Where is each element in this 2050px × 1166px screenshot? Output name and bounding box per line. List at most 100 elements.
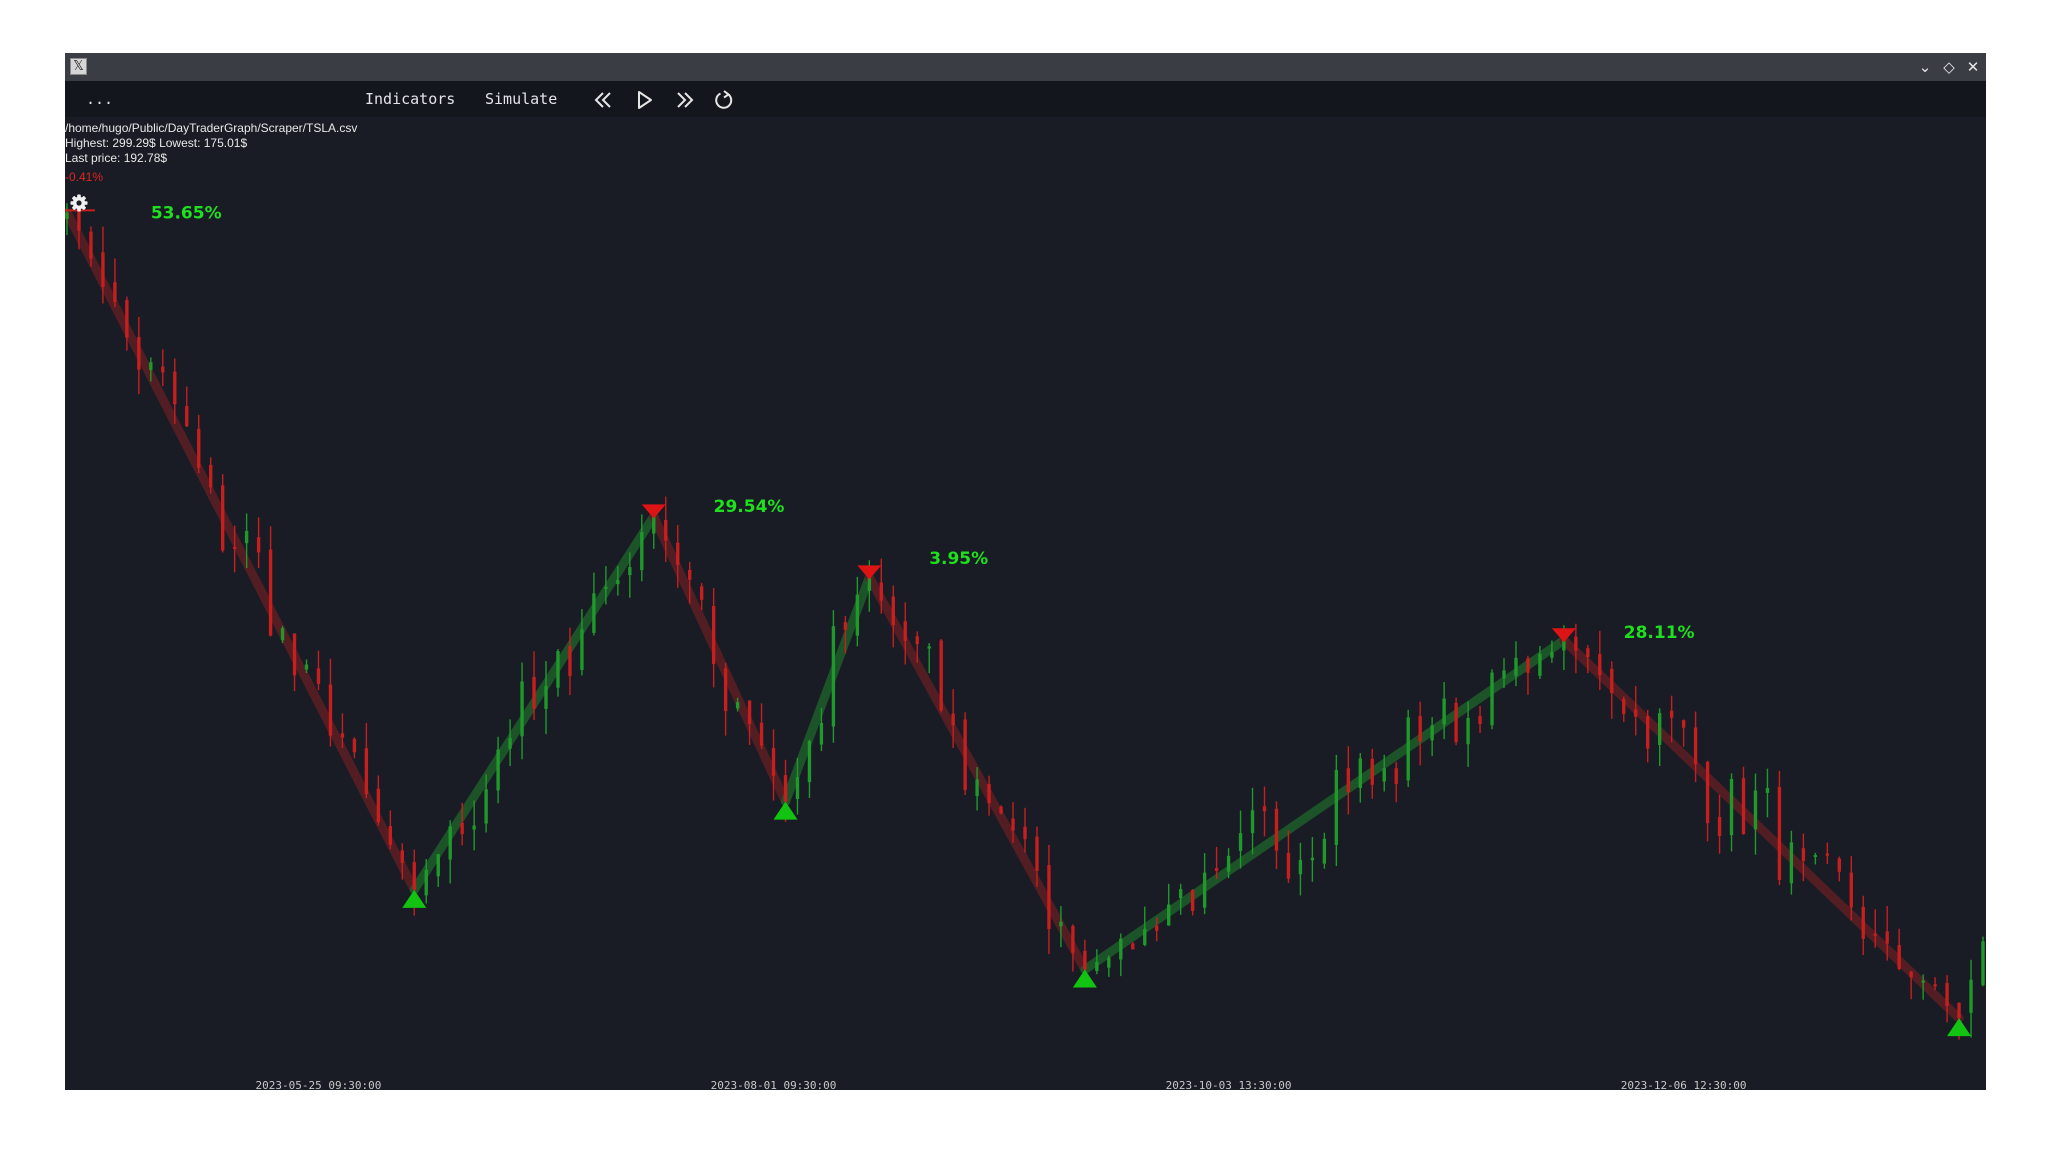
candle-body	[1885, 931, 1889, 944]
x-app-icon: 𝕏	[70, 58, 87, 75]
candle-body	[1490, 672, 1494, 726]
menu-bar: ... Indicators Simulate	[65, 81, 1986, 117]
candle-body	[855, 594, 860, 636]
candle-body	[556, 651, 560, 688]
candle-body	[1777, 787, 1782, 880]
candle-body	[1945, 983, 1949, 1007]
candle-body	[1574, 636, 1578, 651]
candle-body	[975, 779, 979, 796]
date-axis-label: 2023-08-01 09:30:00	[711, 1079, 837, 1090]
candle-body	[1167, 904, 1171, 926]
candle-body	[735, 702, 740, 709]
candle-body	[1274, 808, 1279, 851]
candle-body	[1634, 709, 1638, 717]
candle-body	[939, 640, 943, 711]
rewind-button[interactable]	[591, 87, 617, 113]
indicators-menu[interactable]: Indicators	[365, 90, 456, 108]
candle-body	[436, 854, 440, 877]
candle-body	[1717, 816, 1722, 837]
candle-body	[1394, 768, 1398, 784]
candle-body	[927, 646, 931, 649]
candle-body	[1406, 717, 1410, 781]
candle-body	[1873, 933, 1877, 936]
candle-body	[1418, 716, 1422, 742]
candle-body	[424, 869, 428, 896]
candle-body	[1023, 826, 1027, 840]
candle-body	[484, 789, 488, 824]
overflow-menu-button[interactable]: ...	[86, 90, 114, 108]
candle-body	[1202, 872, 1207, 908]
candle-body	[1550, 651, 1554, 658]
sell-triangle-marker	[1551, 628, 1576, 643]
candle-body	[951, 713, 955, 726]
close-button[interactable]: ✕	[1966, 58, 1980, 76]
candle-body	[1178, 889, 1183, 899]
candle-body	[1250, 810, 1255, 834]
trend-lines	[65, 207, 1964, 1023]
candle-body	[268, 549, 273, 636]
buy-triangle-marker	[1072, 969, 1097, 988]
title-bar[interactable]: 𝕏 ⌄ ◇ ✕	[65, 53, 1986, 81]
candle-body	[161, 366, 165, 373]
candle-body	[1155, 925, 1159, 931]
candle-body	[1765, 787, 1770, 793]
down-trend-line	[1559, 635, 1964, 1023]
candle-body	[508, 738, 512, 749]
candle-body	[903, 621, 907, 641]
buy-triangle-marker	[1947, 1018, 1972, 1037]
play-button[interactable]	[631, 87, 657, 113]
candle-body	[209, 464, 213, 488]
trend-percent-label: 29.54%	[714, 497, 785, 517]
gear-icon	[70, 194, 88, 212]
candle-body	[1813, 855, 1818, 858]
candle-body	[220, 485, 225, 551]
double-chevron-right-icon	[677, 92, 694, 108]
candle-body	[783, 775, 788, 802]
candle-body	[1705, 761, 1710, 824]
candle-body	[1298, 859, 1303, 875]
high-low-summary: Highest: 299.29$ Lowest: 175.01$	[65, 136, 248, 150]
maximize-button[interactable]: ◇	[1943, 58, 1955, 76]
simulate-menu[interactable]: Simulate	[485, 90, 558, 108]
candle-body	[1346, 768, 1351, 793]
candle-body	[1849, 872, 1853, 908]
candle-body	[448, 826, 452, 860]
candle-body	[688, 569, 692, 580]
candle-body	[388, 826, 393, 845]
candle-body	[1095, 962, 1099, 972]
candle-body	[1119, 938, 1123, 960]
reset-button[interactable]	[711, 87, 737, 113]
candle-body	[364, 748, 369, 795]
swing-markers	[65, 209, 1972, 1037]
price-chart[interactable]: 53.65% 29.54% 3.95% 28.11% 2023-05-25 09:30…	[65, 53, 1986, 1090]
candle-body	[1478, 716, 1482, 724]
refresh-icon	[715, 90, 733, 109]
last-price: Last price: 192.78$	[65, 151, 168, 165]
candle-body	[1526, 658, 1530, 673]
down-trend-line	[649, 511, 790, 807]
candle-body	[496, 749, 500, 791]
candle-body	[149, 362, 153, 370]
candle-body	[664, 519, 668, 541]
candle-body	[915, 636, 919, 645]
candle-body	[843, 622, 848, 630]
candle-body	[1370, 758, 1374, 785]
candle-body	[1454, 702, 1458, 743]
sell-triangle-marker	[857, 565, 882, 580]
settings-button[interactable]	[69, 193, 89, 213]
down-trend-line	[65, 207, 419, 895]
candle-body	[1681, 720, 1686, 728]
candle-body	[544, 685, 548, 709]
file-path: /home/hugo/Public/DayTraderGraph/Scraper…	[65, 121, 358, 135]
candle-body	[472, 825, 476, 830]
candle-body	[1107, 957, 1111, 968]
candle-body	[1646, 716, 1650, 749]
candle-body	[891, 596, 895, 625]
date-axis-label: 2023-10-03 13:30:00	[1166, 1079, 1292, 1090]
candle-body	[101, 252, 105, 288]
candle-body	[616, 579, 620, 585]
candle-body	[640, 532, 644, 571]
minimize-button[interactable]: ⌄	[1918, 58, 1932, 76]
fast-forward-button[interactable]	[671, 87, 697, 113]
candle-body	[1801, 848, 1806, 861]
